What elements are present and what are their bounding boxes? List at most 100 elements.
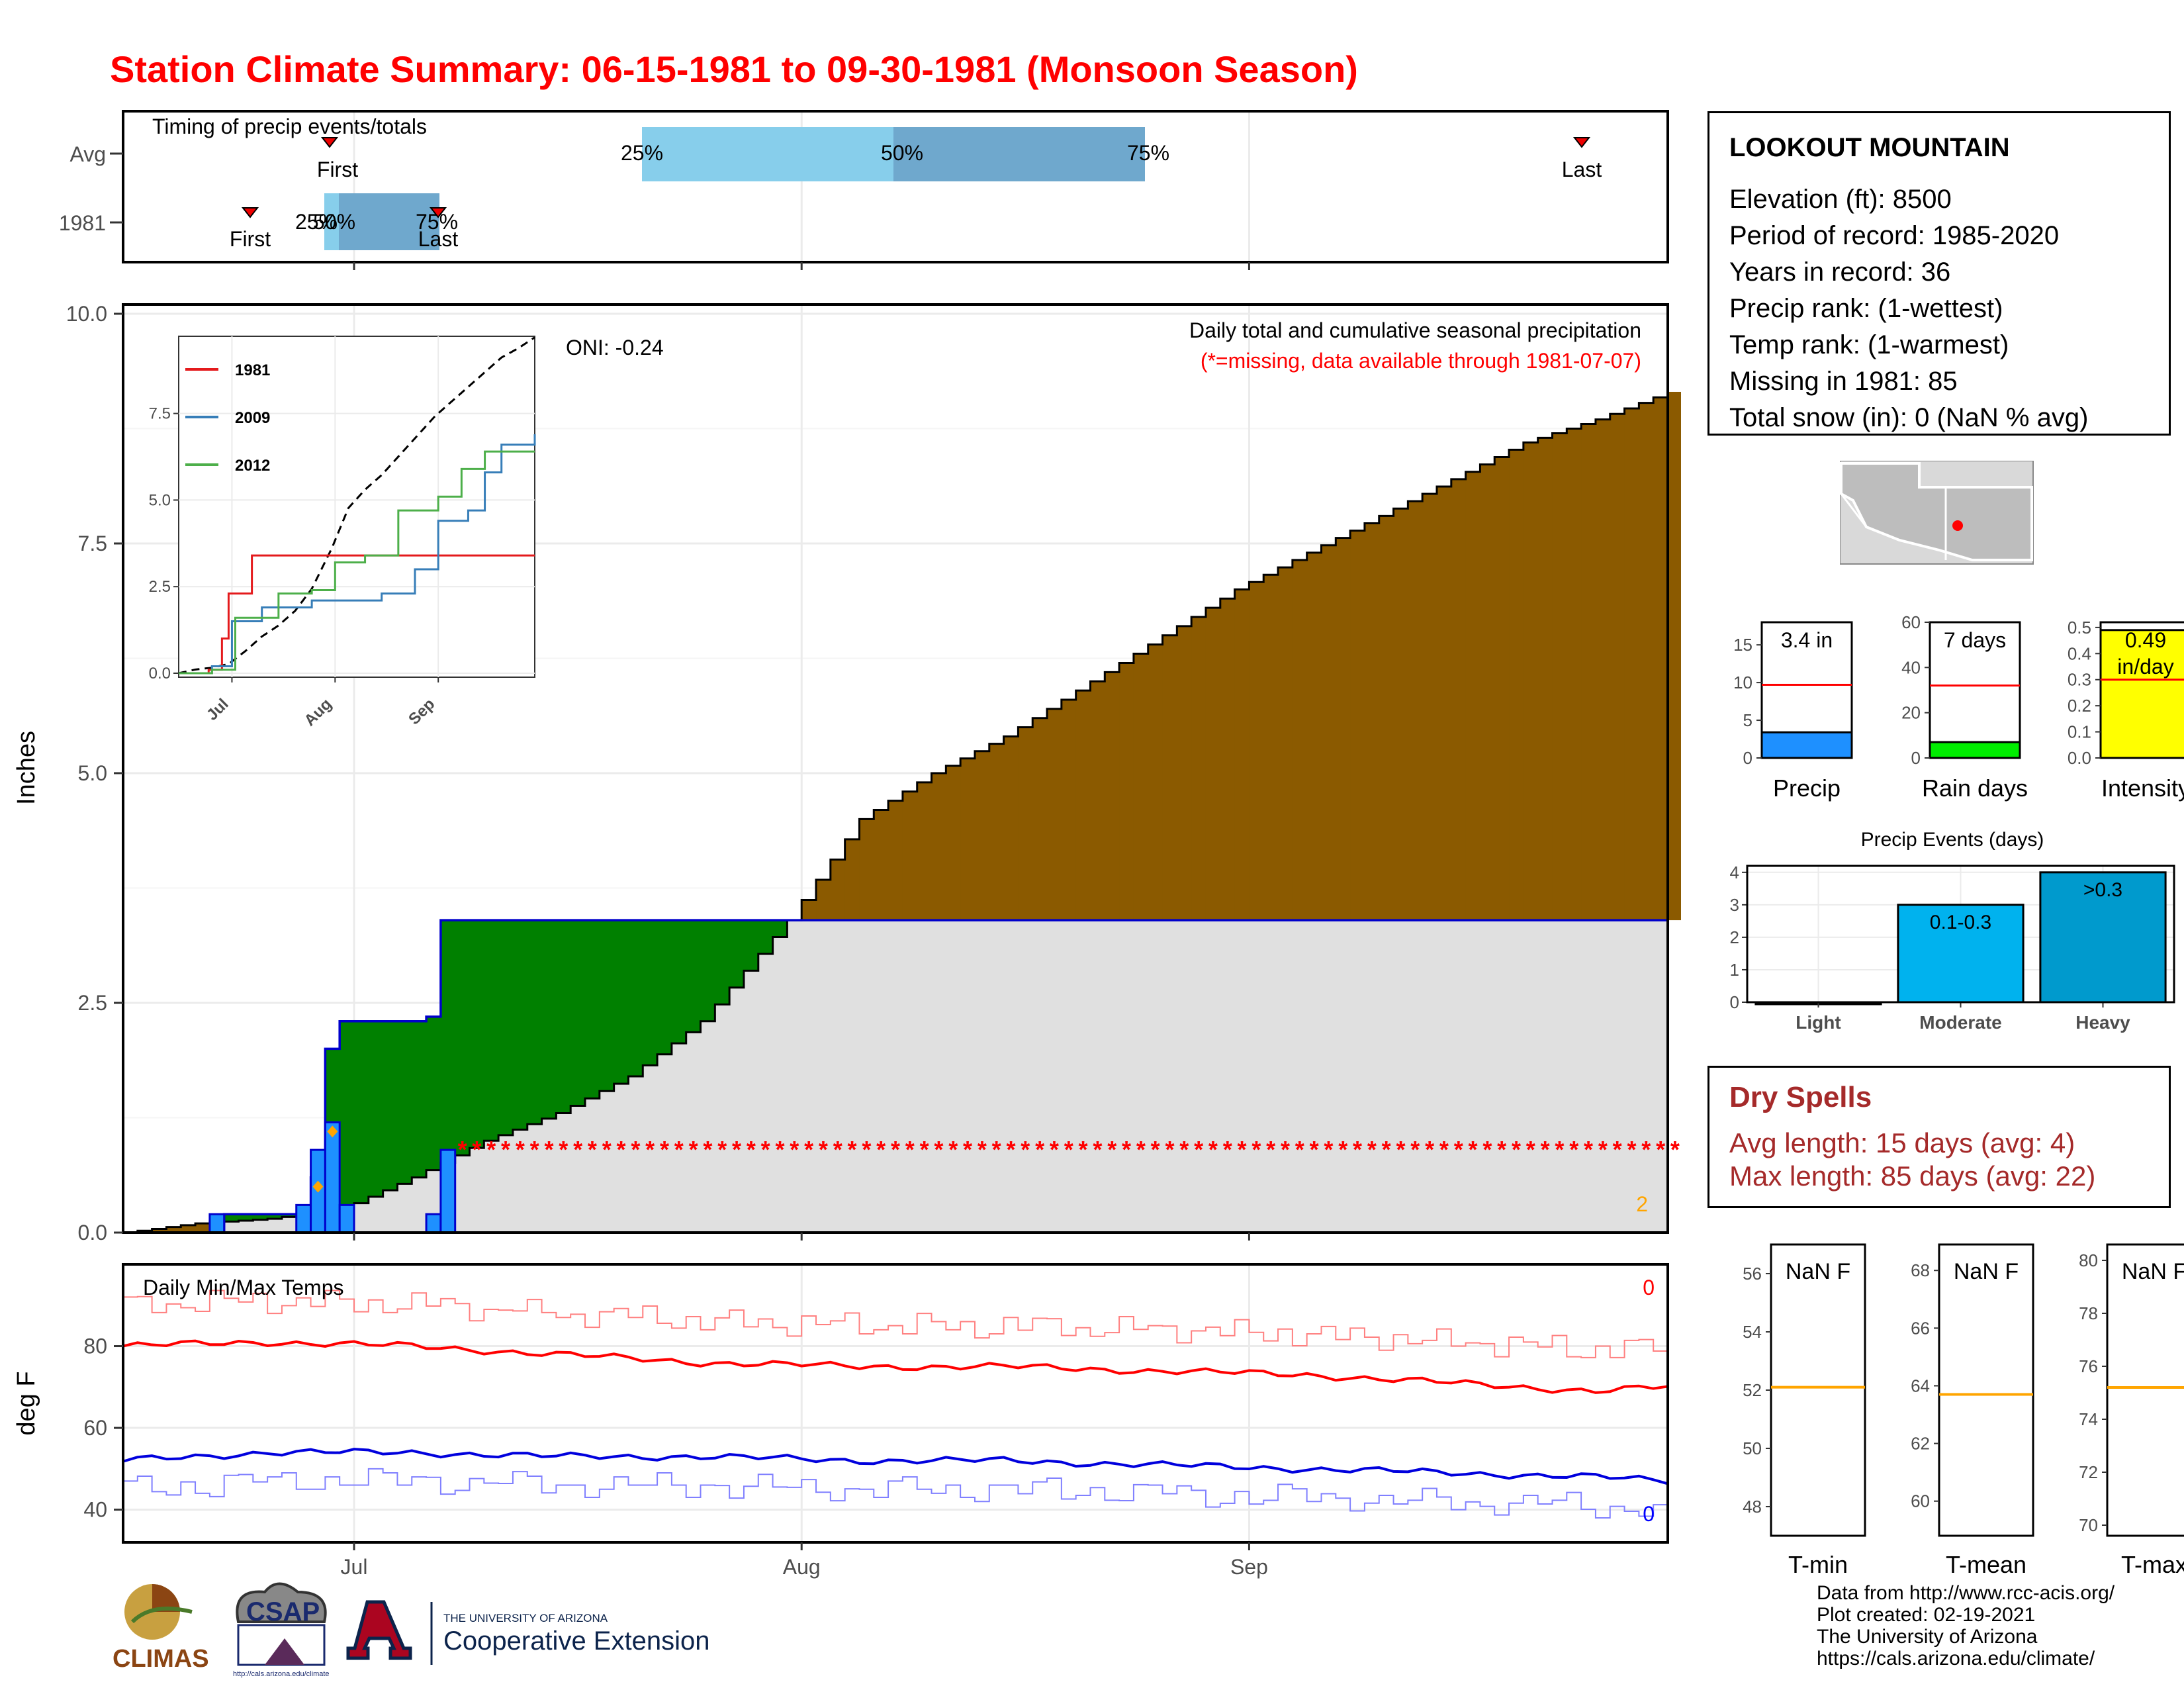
temp-box-frame xyxy=(1770,1243,1866,1537)
deficit-bar xyxy=(1249,582,1264,921)
surplus-bar xyxy=(498,920,514,1135)
missing-day-marker: * xyxy=(833,1136,842,1163)
timing-first-label: First xyxy=(317,158,358,181)
footer-line: Data from http://www.rcc-acis.org/ xyxy=(1817,1582,2115,1604)
station-years: Years in record: 36 xyxy=(1729,258,1951,287)
deficit-bar xyxy=(801,900,817,921)
deficit-bar xyxy=(1148,644,1163,921)
mini-bar-label: Rain days xyxy=(1922,774,2028,802)
missing-day-marker: * xyxy=(544,1136,553,1163)
surplus-bar xyxy=(238,1214,253,1221)
missing-day-marker: * xyxy=(1194,1136,1203,1163)
deficit-bar xyxy=(931,773,946,921)
temp-chart: Daily Min/Max Temps 0 0 40 60 80 Jul Aug Sep deg … xyxy=(13,1263,1669,1579)
last-marker xyxy=(1572,137,1591,148)
missing-day-marker: * xyxy=(992,1136,1001,1163)
precip-chart: * * * * * * * * * * * * * * * * * * * * * * * * * * * * * * * * * * * * * * * *… xyxy=(13,302,1681,1244)
surplus-bar xyxy=(643,920,658,1066)
temp-summary-boxes: 48 50 52 54 56 NaN F T-min 60 62 64 66 68 NaN F T-mea… xyxy=(1743,1243,2184,1575)
inset-y-tick-label: 7.5 xyxy=(149,405,171,423)
inset-y-tick-label: 5.0 xyxy=(149,491,171,509)
surplus-bar xyxy=(397,1021,412,1184)
surplus-bar xyxy=(729,920,745,988)
missing-day-marker: * xyxy=(775,1136,784,1163)
surplus-bar xyxy=(426,1016,441,1170)
record-min-temp-line xyxy=(123,1468,1668,1519)
mini-y-tick-label: 0.2 xyxy=(2068,696,2091,716)
temp-box-value: NaN F xyxy=(2122,1259,2184,1284)
missing-day-marker: * xyxy=(934,1136,943,1163)
timing-q50: 50% xyxy=(313,210,355,234)
timing-last-label: Last xyxy=(1562,158,1602,181)
footer-line: https://cals.arizona.edu/climate/ xyxy=(1817,1648,2095,1669)
missing-day-marker: * xyxy=(1035,1136,1044,1163)
mini-y-tick-label: 0.5 xyxy=(2068,618,2091,637)
avg-max-temp-line xyxy=(122,1339,1668,1394)
dry-spells-title: Dry Spells xyxy=(1729,1081,1872,1113)
missing-day-marker: * xyxy=(472,1136,481,1163)
timing-q50: 50% xyxy=(881,141,923,165)
surplus-bar xyxy=(772,920,788,937)
deficit-bar xyxy=(1061,699,1077,921)
y-tick-label: 7.5 xyxy=(78,532,107,555)
mini-y-tick-label: 0.1 xyxy=(2068,722,2091,742)
inset-line-2009 xyxy=(179,434,536,675)
deficit-bar xyxy=(1639,402,1654,921)
station-missing: Missing in 1981: 85 xyxy=(1729,367,1958,396)
missing-day-marker: * xyxy=(645,1136,655,1163)
surplus-bar xyxy=(686,920,702,1033)
missing-day-marker: * xyxy=(1584,1136,1593,1163)
page-title: Station Climate Summary: 06-15-1981 to 0… xyxy=(110,48,1358,90)
oni-label: ONI: -0.24 xyxy=(566,336,664,359)
missing-day-marker: * xyxy=(1122,1136,1131,1163)
missing-day-marker: * xyxy=(1281,1136,1290,1163)
event-bar-label: 0.1-0.3 xyxy=(1930,912,1991,933)
surplus-bar xyxy=(743,920,759,971)
svg-text:CSAP: CSAP xyxy=(246,1597,320,1626)
timing-box-25-50 xyxy=(324,193,339,250)
deficit-bar xyxy=(1047,708,1062,921)
university-of-arizona-logo: THE UNIVERSITY OF ARIZONA Cooperative Ex… xyxy=(346,1600,709,1665)
deficit-bar xyxy=(830,859,846,921)
first-marker xyxy=(320,137,339,148)
deficit-bar xyxy=(1509,449,1524,921)
timing-frame xyxy=(122,110,1669,263)
missing-day-marker: * xyxy=(1641,1136,1651,1163)
daily-precip-bar xyxy=(208,1213,226,1234)
missing-day-marker: * xyxy=(920,1136,929,1163)
missing-day-marker: * xyxy=(978,1136,987,1163)
deficit-bar xyxy=(1205,608,1221,921)
mini-bar-value xyxy=(1929,741,2021,759)
missing-day-marker: * xyxy=(848,1136,857,1163)
inset-y-tick-label: 2.5 xyxy=(149,578,171,596)
deficit-bar xyxy=(1075,690,1091,921)
surplus-bar xyxy=(412,1021,427,1178)
deficit-bar xyxy=(917,782,933,921)
y-tick-label: 60 xyxy=(83,1416,107,1440)
y-tick-label: 1 xyxy=(1730,960,1739,980)
mini-y-tick-label: 0.0 xyxy=(2068,748,2091,768)
y-tick-label: 40 xyxy=(83,1498,107,1522)
missing-day-marker: * xyxy=(1497,1136,1506,1163)
chart-annotation-missing: (*=missing, data available through 1981-… xyxy=(1201,349,1641,373)
deficit-bar xyxy=(1191,617,1206,921)
deficit-bar xyxy=(888,800,903,921)
mini-y-tick-label: 15 xyxy=(1733,635,1752,655)
max-temp-count: 0 xyxy=(1643,1276,1655,1299)
station-elevation: Elevation (ft): 8500 xyxy=(1729,185,1952,214)
missing-day-marker: * xyxy=(1179,1136,1189,1163)
missing-day-marker: * xyxy=(1021,1136,1030,1163)
missing-day-marker: * xyxy=(516,1136,525,1163)
y-tick-label: 2 xyxy=(1730,927,1739,947)
missing-day-marker: * xyxy=(1165,1136,1174,1163)
deficit-bar xyxy=(1162,635,1177,921)
missing-day-marker: * xyxy=(1238,1136,1247,1163)
missing-day-marker: * xyxy=(631,1136,640,1163)
deficit-bar xyxy=(181,1225,196,1233)
deficit-bar xyxy=(874,810,889,921)
timing-q25: 25% xyxy=(621,141,663,165)
missing-day-marker: * xyxy=(588,1136,597,1163)
y-tick-label: 78 xyxy=(2079,1303,2098,1323)
deficit-bar xyxy=(1436,486,1452,921)
missing-day-marker: * xyxy=(602,1136,612,1163)
